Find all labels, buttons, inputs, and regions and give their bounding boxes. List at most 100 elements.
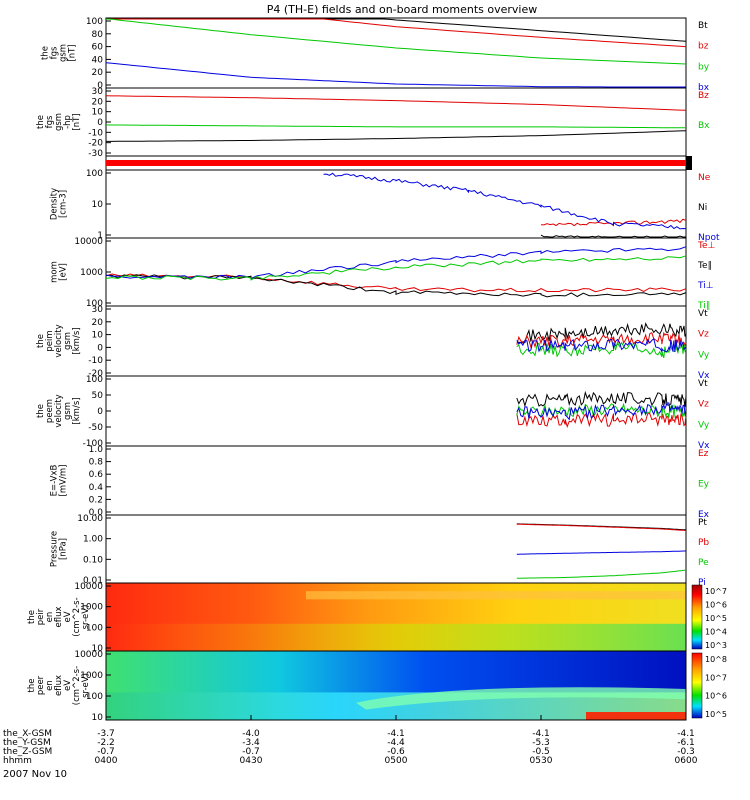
y-tick-label: 10: [92, 108, 104, 118]
spectrogram-band: [356, 687, 686, 710]
legend-label: by: [698, 62, 710, 72]
legend-label: Vy: [698, 350, 710, 360]
x-axis-row-value: -3.7: [97, 729, 115, 739]
panel-frame: [105, 445, 687, 516]
y-axis-label: the fgs gsm [nT]: [41, 44, 78, 62]
series-line-ni: [540, 234, 686, 238]
legend-label: Ti⊥: [697, 281, 714, 291]
y-tick-label: 60: [92, 43, 104, 53]
legend-label: Pb: [698, 538, 709, 548]
y-tick-label: 10: [92, 200, 104, 210]
y-tick-label: 1000: [80, 268, 103, 278]
legend-label: Ni: [698, 203, 707, 213]
y-tick-label: 100: [86, 299, 103, 309]
y-axis-label-line: -hp: [63, 115, 73, 129]
y-axis-label-line: peer: [36, 675, 46, 695]
y-axis-label-line: gsm: [63, 402, 73, 420]
y-axis-label-line: Density: [50, 188, 60, 220]
y-axis-label: E=-VxB [mV/m]: [50, 464, 69, 496]
y-tick-label: 20: [92, 97, 104, 107]
y-tick-label: 20: [92, 318, 104, 328]
y-tick-label: 100: [86, 169, 103, 179]
legend-label: Pe: [698, 558, 709, 568]
series-line-pi: [516, 550, 686, 555]
y-axis-label-line: [mV/m]: [59, 465, 69, 497]
colorbar: [691, 652, 703, 719]
panel-frame: [105, 305, 687, 377]
legend-label: Te⊥: [697, 241, 716, 251]
x-axis-row-value: -0.6: [387, 747, 405, 757]
y-axis-label-line: [cm-3]: [59, 190, 69, 218]
status-bar: [106, 160, 686, 166]
y-tick-label: 40: [92, 55, 104, 65]
series-line-npot: [323, 172, 687, 230]
legend-label: Ez: [698, 449, 709, 459]
colorbar-tick-label: 10^7: [705, 673, 727, 682]
y-axis-label-line: gsm: [59, 44, 69, 62]
x-axis-row-name: hhmm: [3, 756, 32, 766]
y-axis-label-line: gsm: [54, 113, 64, 131]
series-line-by: [105, 18, 687, 65]
colorbar-tick-label: 10^6: [705, 601, 727, 610]
y-axis-label-line: peim: [45, 330, 55, 351]
legend-label: Pt: [698, 518, 707, 528]
legend-label: Vy: [698, 420, 710, 430]
x-tick-label: 0600: [675, 756, 698, 766]
x-axis-row-value: -4.4: [387, 738, 405, 748]
y-axis-label-line: velocity: [54, 324, 64, 357]
legend-label: Npot: [698, 233, 720, 243]
y-axis-label-line: eflux: [54, 675, 64, 696]
y-axis-label-line: sr-eV): [81, 673, 91, 698]
legend-label: Vz: [698, 330, 709, 340]
series-line-bz: [105, 95, 687, 111]
legend-label: Pi: [698, 578, 706, 588]
y-tick-label: 100: [86, 375, 103, 385]
panel-density: Ne Ni Npot 100 10 1 Density [cm-3]: [50, 169, 720, 243]
y-axis-label-line: the: [27, 610, 37, 624]
y-axis-label-line: (cm^2-s-: [72, 666, 82, 705]
series-line-bx: [105, 62, 686, 88]
x-axis-row-value: -4.1: [532, 729, 550, 739]
y-tick-label: 20: [92, 68, 104, 78]
y-tick-label: -50: [88, 423, 103, 433]
y-axis-label-line: gsm: [63, 332, 73, 350]
y-tick-label: -20: [88, 139, 103, 149]
panel-mom: Te⊥ Te∥ Ti⊥ Ti∥ 10000 1000 100 mom [eV]: [50, 237, 716, 311]
y-axis-label: Density [cm-3]: [50, 188, 69, 220]
y-axis-label-line: fgs: [50, 46, 60, 59]
colorbar: [691, 584, 703, 650]
y-axis-label: the peem velocity gsm [km/s]: [36, 394, 82, 427]
y-axis-label-line: the: [36, 115, 46, 129]
panel-pressure: Pt Pb Pe Pi 10.00 1.00 0.10 0.01 Pressure [nPa]: [50, 514, 710, 588]
y-axis-label-line: the: [41, 46, 51, 60]
y-tick-label: 10: [92, 331, 104, 341]
y-tick-label: 1000: [80, 671, 103, 681]
y-tick-label: 0.8: [89, 458, 104, 468]
y-tick-label: 1: [97, 231, 103, 241]
x-tick-label: 0530: [530, 756, 553, 766]
status-bar-edge: [686, 156, 692, 170]
y-axis-label-line: E=-VxB: [50, 464, 60, 496]
legend-label: Vx: [698, 371, 710, 381]
y-axis-label-line: the: [36, 404, 46, 418]
colorbar-tick-label: 10^7: [705, 587, 727, 596]
y-tick-label: 10: [92, 644, 104, 654]
y-tick-label: -10: [88, 356, 103, 366]
series-line-vz: [516, 331, 687, 349]
y-axis-label-line: [km/s]: [72, 397, 82, 424]
spectrogram-low-energy: [106, 623, 686, 651]
legend-label: Bz: [698, 91, 709, 101]
series-line-vx: [516, 338, 687, 353]
y-axis-label: Pressure [nPa]: [50, 531, 69, 567]
colorbar-tick-label: 10^8: [705, 655, 727, 664]
panel-fgs: Bt bz by bx 100 80 60 40 20 0 the fgs gsm [nT]: [41, 17, 710, 93]
y-tick-label: 10.00: [77, 514, 103, 524]
x-axis-row-value: -2.2: [97, 738, 115, 748]
series-line-bx: [105, 124, 686, 129]
y-tick-label: 1.00: [83, 535, 103, 545]
y-tick-label: 100: [86, 17, 103, 27]
y-tick-label: 50: [92, 391, 104, 401]
y-axis-label: the peir en eflux eV (cm^2-s-sr-eV): [27, 597, 91, 636]
y-axis-label-line: eV: [63, 611, 73, 622]
